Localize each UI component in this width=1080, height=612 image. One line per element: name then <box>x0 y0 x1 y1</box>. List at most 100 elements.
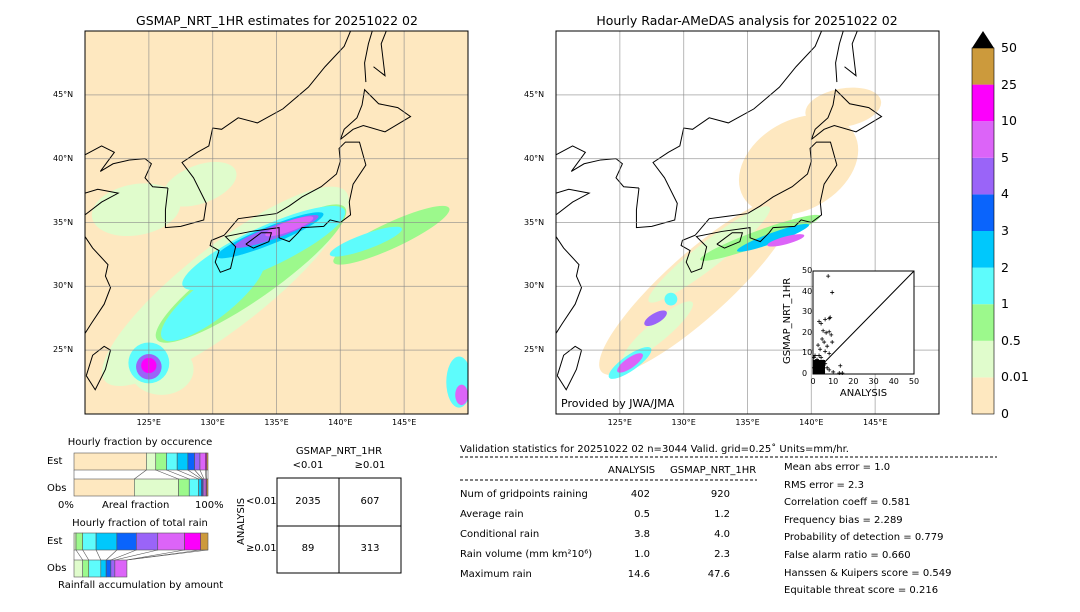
scatter-point <box>829 332 834 337</box>
right-rain-area <box>617 353 643 373</box>
right-lon-tick: 145°E <box>862 418 888 427</box>
left-rain-area <box>455 384 468 406</box>
stats-row-gsmap: 4.0 <box>714 529 730 540</box>
tot-obs-label: Obs <box>47 563 67 574</box>
colorbar-label: 0 <box>1001 406 1009 421</box>
colorbar <box>971 31 995 415</box>
right-lon-tick: 125°E <box>607 418 632 427</box>
tot-est-segment <box>157 532 185 551</box>
stats-row-label: Average rain <box>460 509 524 520</box>
occ-connector <box>177 469 199 480</box>
tot-est-segment <box>136 532 159 551</box>
scatter-point <box>826 274 831 279</box>
right-lat-tick: 35°N <box>524 217 545 227</box>
col-header-1: <0.01 <box>292 460 324 471</box>
colorbar-label: 0.5 <box>1001 332 1021 348</box>
scatter-y-tick: 30 <box>802 307 813 317</box>
scatter-point <box>820 336 825 341</box>
scatter-point <box>821 328 826 333</box>
left-rain-area <box>265 216 314 237</box>
scatter-point <box>827 351 832 356</box>
scatter-point <box>819 321 824 326</box>
occ-connector <box>187 469 202 480</box>
scatter-dense-cluster <box>813 360 825 374</box>
occ-est-segment <box>206 452 209 471</box>
left-lon-tick: 125°E <box>136 418 161 427</box>
right-rain-area <box>738 114 859 216</box>
scatter-y-tick: 40 <box>802 286 813 296</box>
right-rain-area <box>767 234 805 247</box>
scatter-point <box>817 319 822 324</box>
left-lon-tick: 145°E <box>391 418 417 427</box>
scatter-point <box>823 317 828 322</box>
cell-00: 2035 <box>295 496 321 507</box>
right-map-title: Hourly Radar-AMeDAS analysis for 2025102… <box>596 13 898 28</box>
tot-obs-segment <box>110 559 116 578</box>
occ-obs-segment <box>206 478 209 497</box>
tot-est-segment <box>116 532 137 551</box>
tot-est-segment <box>200 532 209 551</box>
occ-est-label: Est <box>47 456 63 467</box>
left-map-title: GSMAP_NRT_1HR estimates for 20251022 02 <box>136 13 418 28</box>
left-lon-tick: 130°E <box>200 418 225 427</box>
occ-connector <box>155 469 179 480</box>
tot-connector <box>126 549 185 561</box>
occ-obs-segment <box>198 478 202 497</box>
row-header-1: <0.01 <box>246 496 277 507</box>
right-lat-tick: 40°N <box>524 153 545 163</box>
score-line: Correlation coeff = 0.581 <box>784 497 911 509</box>
right-coastline <box>810 88 883 140</box>
colorbar-segment <box>972 84 994 122</box>
left-lat-tick: 30°N <box>53 281 74 291</box>
occ-est-segment <box>166 452 178 471</box>
tot-connector <box>126 549 209 561</box>
scatter-point <box>830 340 835 345</box>
colorbar-segment <box>972 48 994 85</box>
stats-header: Validation statistics for 20251022 02 n=… <box>460 444 849 455</box>
left-coastline <box>364 31 373 83</box>
left-coastline <box>245 232 273 249</box>
left-lat-tick: 35°N <box>53 217 74 227</box>
scatter-y-tick: 20 <box>802 327 813 337</box>
left-map <box>84 30 469 415</box>
scatter-point <box>830 290 835 295</box>
colorbar-segment <box>972 194 994 231</box>
scatter-point <box>825 344 830 349</box>
tot-obs-segment <box>88 559 102 578</box>
scatter-diagonal <box>812 270 915 375</box>
cell-01: 607 <box>360 496 380 507</box>
occ-est-segment <box>155 452 167 471</box>
scatter-ylabel: GSMAP_NRT_1HR <box>782 277 793 364</box>
tot-connector <box>82 549 89 561</box>
scatter-point <box>831 369 836 374</box>
scatter-x-tick: 10 <box>828 377 839 386</box>
occ-connector <box>166 469 190 480</box>
scatter-x-tick: 50 <box>908 377 920 386</box>
scatter-point <box>825 365 830 370</box>
tot-est-label: Est <box>47 536 63 547</box>
stats-row-gsmap: 47.6 <box>707 569 730 580</box>
occ-obs-segment <box>178 478 190 497</box>
right-coastline <box>556 145 640 189</box>
tot-connector <box>110 549 137 561</box>
left-map-frame <box>84 30 469 415</box>
contingency-title: GSMAP_NRT_1HR <box>295 446 383 457</box>
right-lon-tick: 140°E <box>799 418 824 427</box>
stats-row-analysis: 1.0 <box>634 549 650 560</box>
tot-est-segment <box>75 532 84 551</box>
right-lon-tick: 135°E <box>735 418 760 427</box>
scatter-x-tick: 20 <box>848 377 859 386</box>
colorbar-label: 4 <box>1001 186 1009 202</box>
colorbar-label: 0.01 <box>1001 369 1029 385</box>
colorbar-segment <box>972 304 994 341</box>
score-line: Probability of detection = 0.779 <box>784 532 944 544</box>
scatter-point <box>837 370 842 375</box>
stats-col-gsmap: GSMAP_NRT_1HR <box>670 465 757 476</box>
scatter-point <box>816 343 821 348</box>
right-map-frame <box>555 30 940 415</box>
scatter-x-tick: 30 <box>868 377 879 386</box>
tot-connector <box>114 549 158 561</box>
occ-est-segment <box>146 452 157 471</box>
tot-xlabel: Rainfall accumulation by amount <box>58 580 224 591</box>
